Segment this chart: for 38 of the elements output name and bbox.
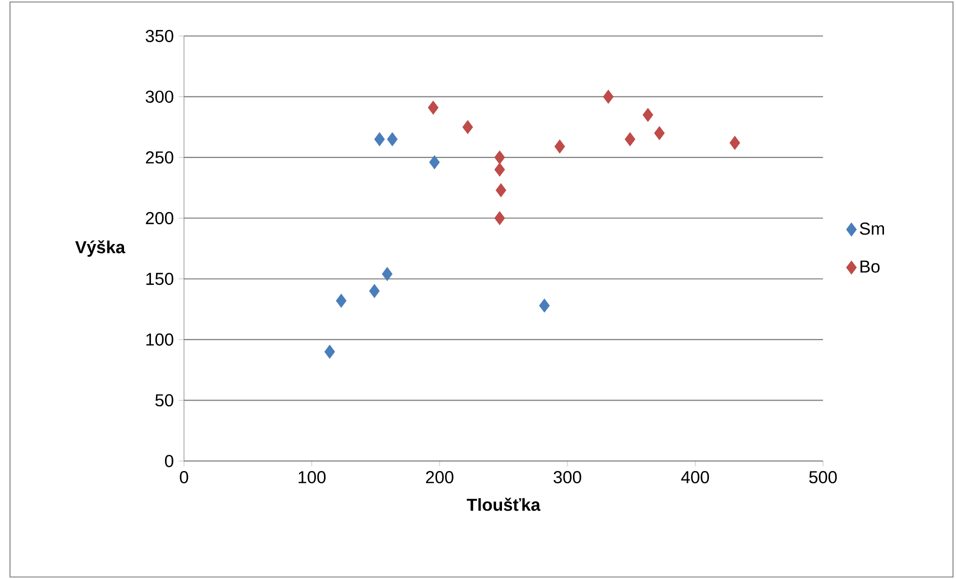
point [494, 162, 505, 177]
y-tick-label: 300 [146, 90, 174, 103]
y-tick-label: 250 [146, 151, 174, 164]
x-tick-label: 400 [681, 471, 709, 484]
point [336, 294, 346, 308]
point [654, 126, 665, 140]
y-tick-label: 50 [155, 394, 174, 406]
point [539, 298, 550, 313]
point [494, 211, 505, 226]
point [494, 150, 505, 164]
point [603, 90, 614, 104]
y-tick-label: 0 [164, 454, 174, 468]
x-tick-label: 200 [426, 471, 454, 484]
point [642, 108, 654, 122]
point [382, 267, 392, 281]
point [369, 284, 380, 298]
point [429, 155, 440, 170]
legend-label: Sm [860, 222, 884, 235]
y-tick-label: 150 [146, 272, 174, 285]
y-tick-label: 100 [146, 333, 174, 346]
point [428, 100, 438, 115]
y-tick-label: 350 [146, 30, 174, 42]
point [554, 140, 566, 154]
x-tick-label: 0 [180, 471, 188, 484]
legend-label: Bo [860, 260, 880, 273]
point [462, 120, 473, 134]
y-tick-label: 200 [146, 212, 174, 224]
x-axis-title: Tloušťka [466, 498, 541, 511]
point [324, 344, 335, 359]
point [496, 183, 506, 198]
point [730, 136, 740, 150]
point [387, 132, 398, 146]
point [374, 132, 385, 146]
x-tick-label: 500 [809, 471, 837, 484]
point [624, 132, 636, 146]
x-tick-label: 300 [554, 471, 582, 484]
x-tick-label: 100 [298, 471, 326, 484]
y-axis-title: Výška [75, 240, 126, 257]
